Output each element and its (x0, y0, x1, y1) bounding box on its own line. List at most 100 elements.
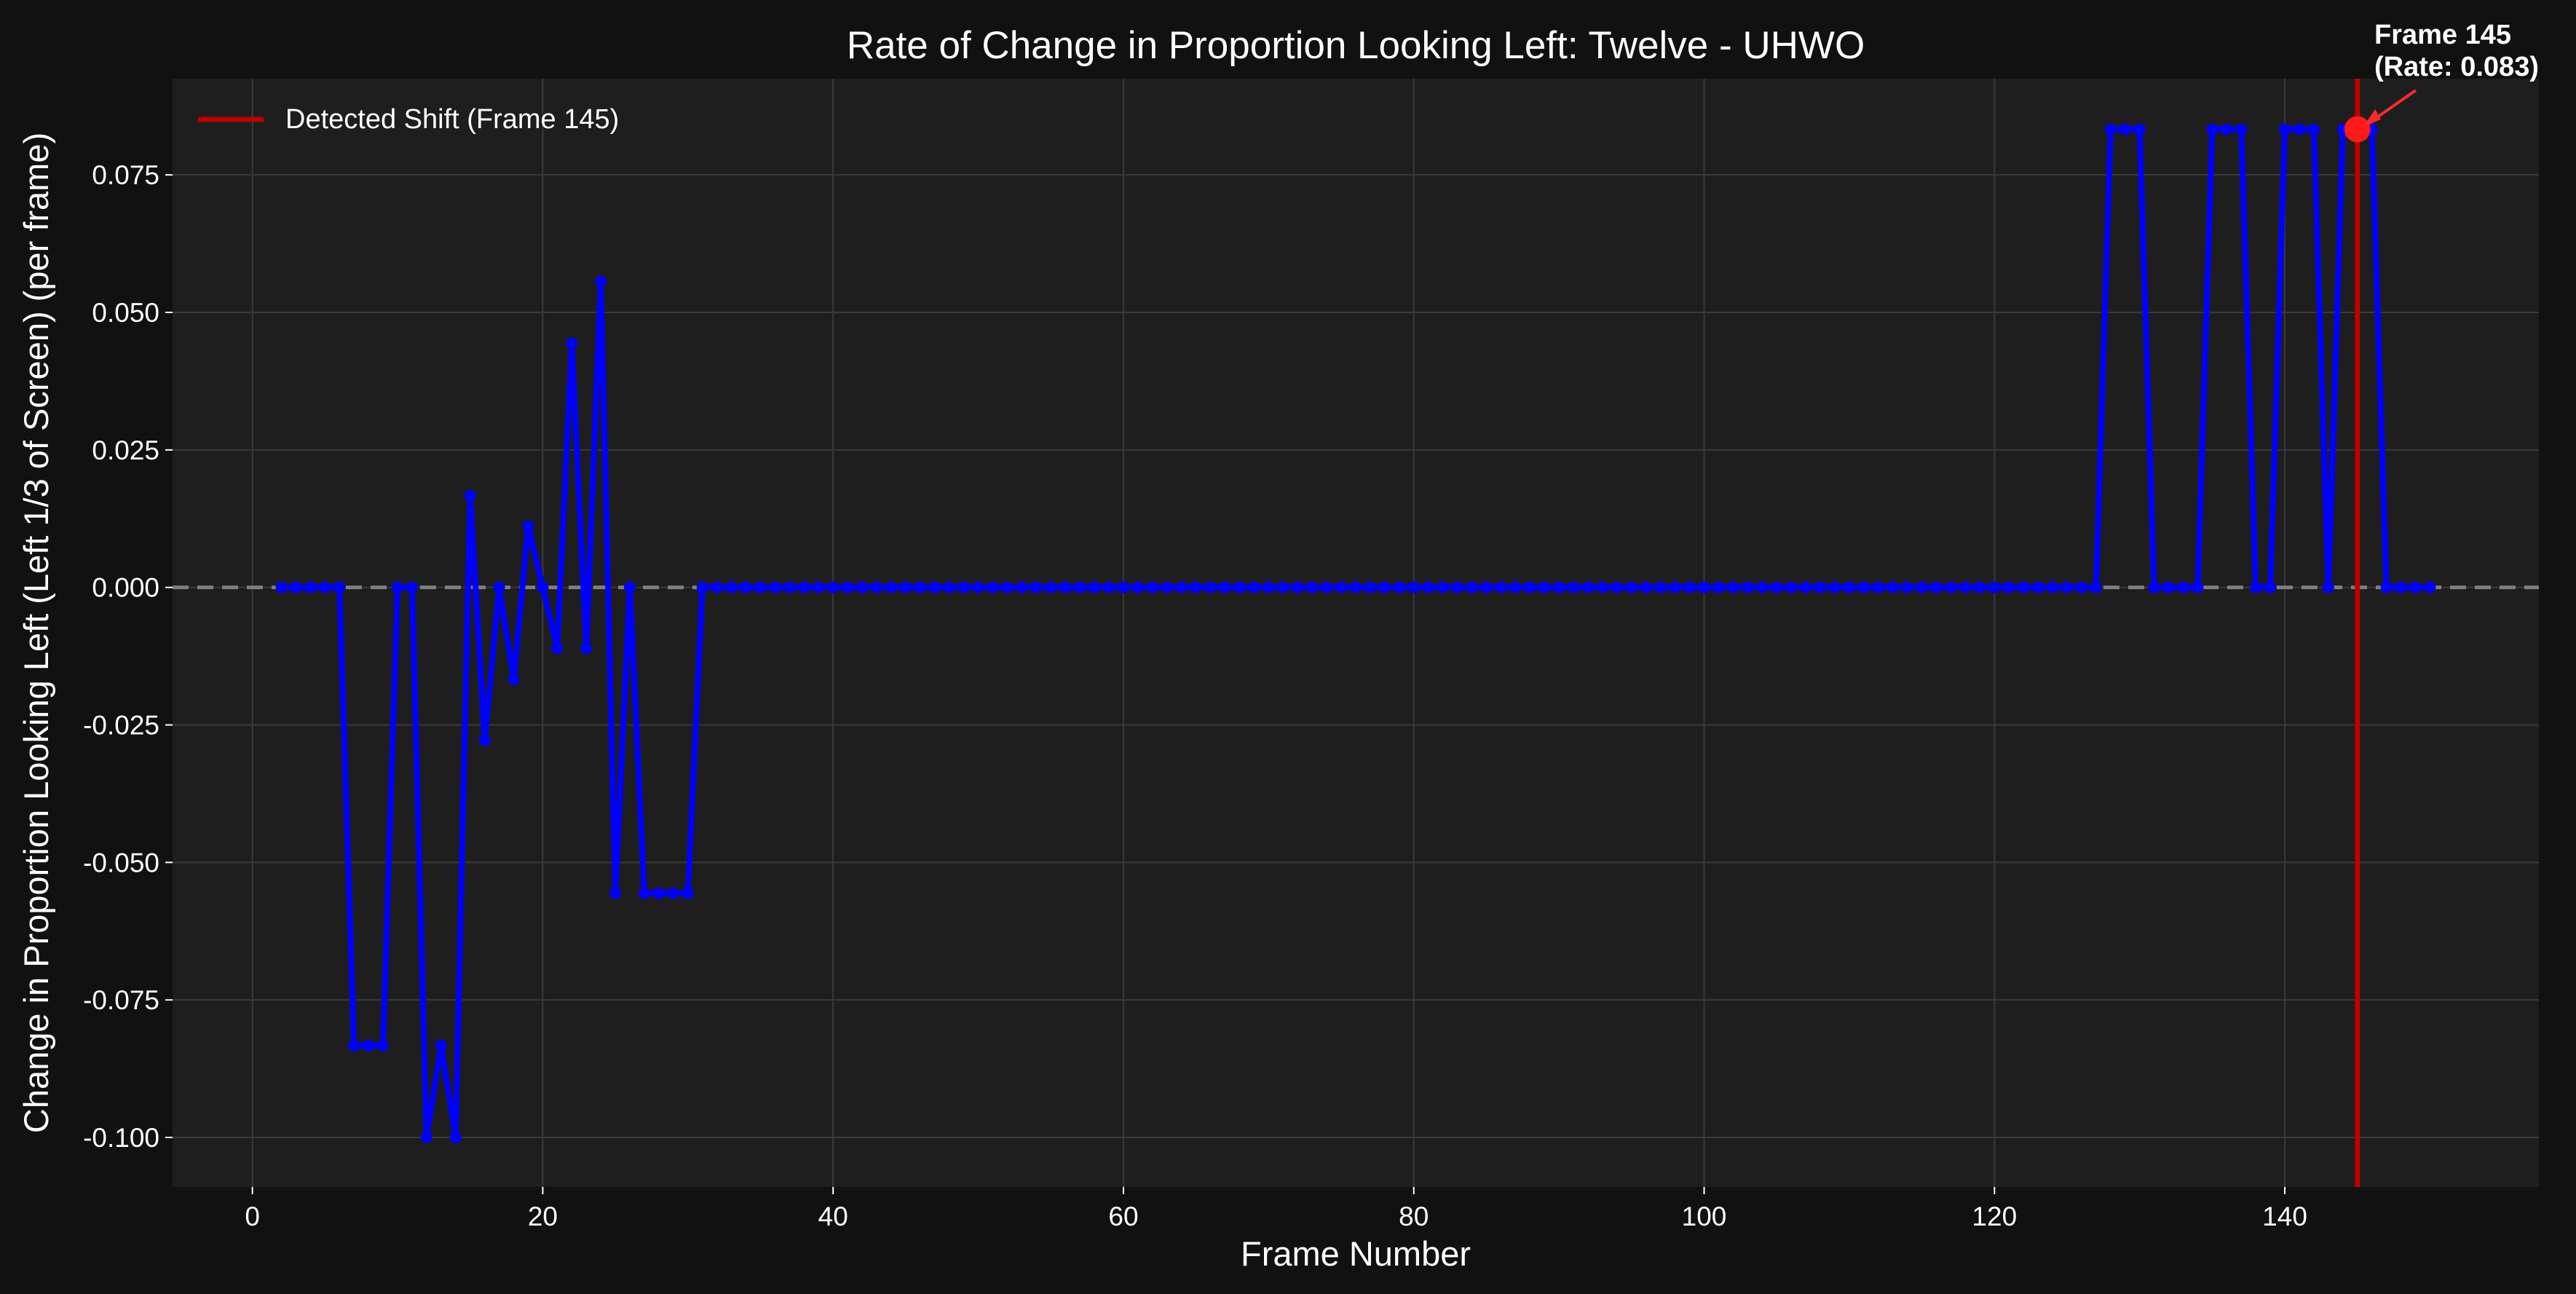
data-point (1553, 581, 1565, 593)
data-point (1175, 581, 1188, 593)
data-point (1117, 581, 1129, 593)
data-point (972, 581, 984, 593)
data-point (827, 581, 839, 593)
data-point (1248, 581, 1260, 593)
data-point (1277, 581, 1289, 593)
data-point (478, 734, 491, 746)
x-tick-label: 20 (528, 1202, 558, 1231)
data-point (1495, 581, 1507, 593)
data-point (1466, 581, 1478, 593)
data-point (783, 581, 796, 593)
data-point (2235, 123, 2248, 135)
data-point (1350, 581, 1362, 593)
data-point (1292, 581, 1304, 593)
data-point (798, 581, 810, 593)
data-point (987, 581, 999, 593)
data-point (1901, 581, 1913, 593)
annotation-arrowhead (2363, 109, 2381, 127)
data-point (2075, 581, 2087, 593)
data-point (1335, 581, 1348, 593)
data-point (1669, 581, 1681, 593)
data-point (1611, 581, 1623, 593)
data-point (1683, 581, 1696, 593)
shift-layer (2344, 79, 2371, 1187)
data-point (2395, 581, 2407, 593)
x-tick-label: 140 (2262, 1202, 2307, 1231)
data-point (493, 581, 505, 593)
data-point (1857, 581, 1870, 593)
y-tick-label: -0.100 (83, 1123, 159, 1153)
data-point (1640, 581, 1652, 593)
data-point (639, 887, 651, 899)
data-point (813, 581, 825, 593)
data-point (856, 581, 869, 593)
y-tick-label: -0.075 (83, 985, 159, 1015)
data-point (1509, 581, 1522, 593)
x-axis-label: Frame Number (1241, 1234, 1471, 1273)
data-point (1407, 581, 1420, 593)
y-tick-label: 0.025 (92, 435, 159, 465)
data-point (1727, 581, 1739, 593)
data-point (1800, 581, 1812, 593)
chart-title: Rate of Change in Proportion Looking Lef… (847, 24, 1865, 67)
data-point (769, 581, 781, 593)
data-point (2192, 581, 2204, 593)
shift-annotation: Frame 145 (Rate: 0.083) (2363, 20, 2539, 127)
data-point (1204, 581, 1217, 593)
data-point (449, 1132, 462, 1144)
data-point (1001, 581, 1014, 593)
x-tick-label: 100 (1682, 1202, 1727, 1231)
legend: Detected Shift (Frame 145) (198, 104, 619, 135)
data-point (1306, 581, 1319, 593)
data-point (1524, 581, 1536, 593)
data-point (2018, 581, 2030, 593)
data-point (2090, 581, 2102, 593)
x-tick-label: 40 (818, 1202, 848, 1231)
x-tick-label: 80 (1399, 1202, 1429, 1231)
data-point (1916, 581, 1928, 593)
data-point (1625, 581, 1637, 593)
data-point (1422, 581, 1434, 593)
data-point (275, 581, 288, 593)
data-point (1437, 581, 1449, 593)
data-point (2206, 123, 2219, 135)
data-point (2162, 581, 2175, 593)
data-point (1451, 581, 1463, 593)
data-point (1016, 581, 1028, 593)
data-point (595, 275, 607, 288)
data-point (2279, 123, 2291, 135)
data-point (1582, 581, 1595, 593)
data-point (2119, 123, 2131, 135)
data-point (1146, 581, 1158, 593)
data-point (943, 581, 955, 593)
data-point (1698, 581, 1710, 593)
data-point (2177, 581, 2189, 593)
data-point (1959, 581, 1972, 593)
data-point (406, 581, 418, 593)
data-point (522, 520, 534, 532)
data-point (420, 1132, 432, 1144)
data-point (1785, 581, 1798, 593)
data-point (885, 581, 897, 593)
data-point (1654, 581, 1667, 593)
plot-area (173, 79, 2539, 1187)
y-tick-label: -0.050 (83, 848, 159, 877)
y-tick-label: 0.075 (92, 160, 159, 190)
data-point (2250, 581, 2262, 593)
data-point (754, 581, 767, 593)
data-point (681, 887, 694, 899)
data-point (507, 673, 520, 685)
data-point (1756, 581, 1769, 593)
y-axis-ticks: 0.075 0.050 0.025 0.000 -0.025 -0.050 -0.075 -0… (83, 160, 173, 1153)
data-point (871, 581, 883, 593)
data-point (304, 581, 317, 593)
y-tick-label: 0.000 (92, 573, 159, 603)
x-tick-label: 120 (1972, 1202, 2017, 1231)
data-point (1233, 581, 1246, 593)
data-point (1393, 581, 1405, 593)
data-point (1103, 581, 1115, 593)
data-point (1538, 581, 1551, 593)
series-layer (275, 123, 2436, 1144)
data-point (2307, 123, 2320, 135)
data-point (392, 581, 404, 593)
